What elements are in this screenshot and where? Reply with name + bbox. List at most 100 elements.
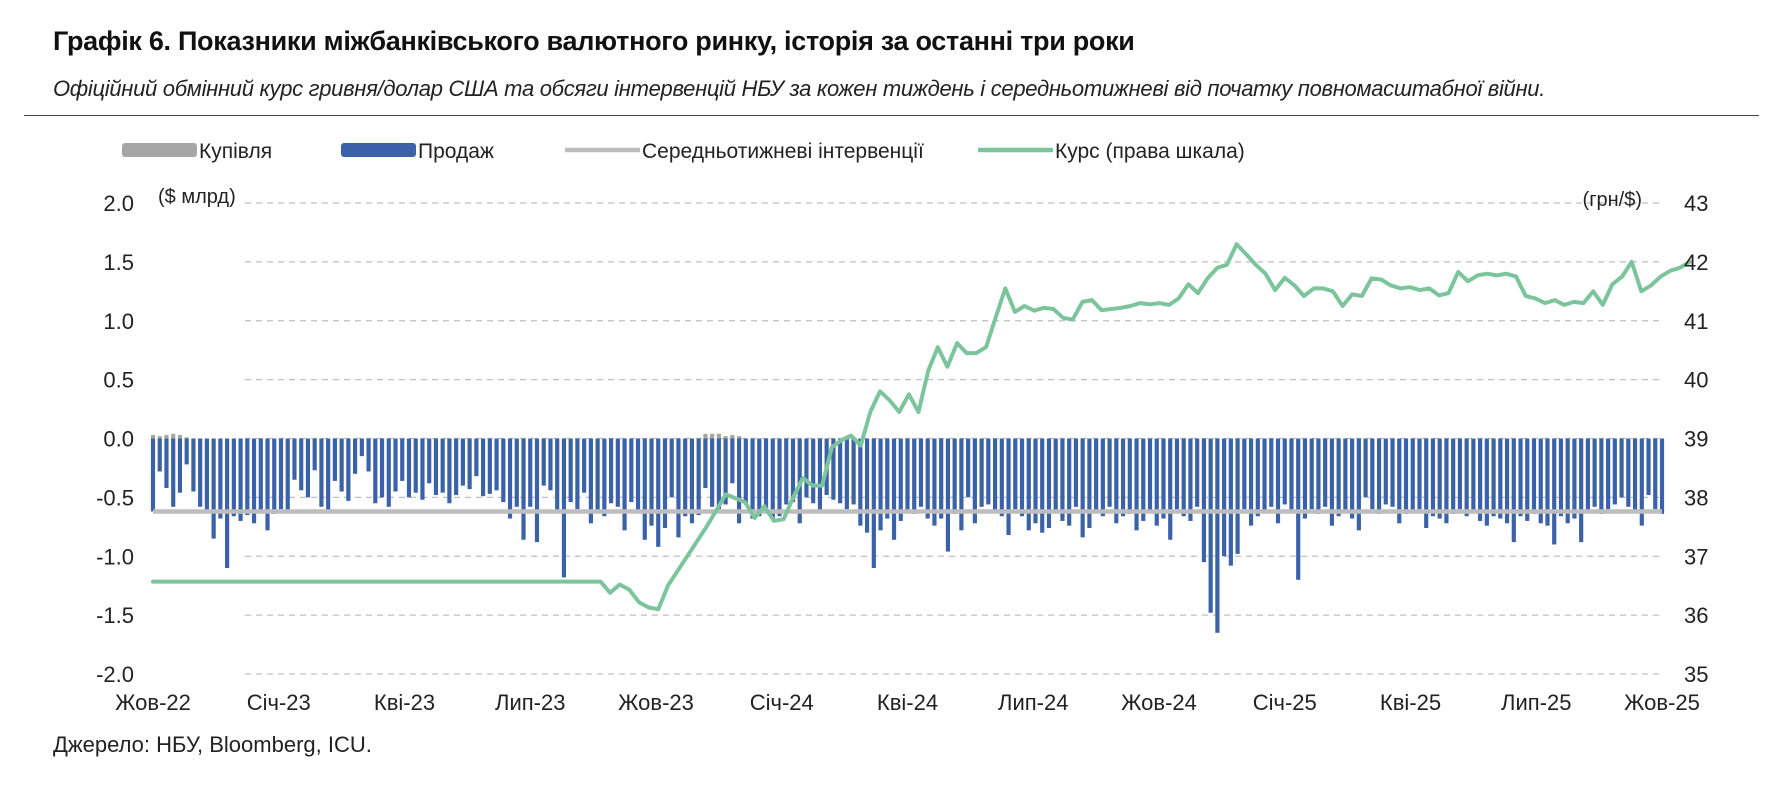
- y2-tick-label: 37: [1684, 544, 1708, 569]
- sell-bar: [649, 438, 654, 526]
- sell-bar: [1478, 438, 1483, 521]
- sell-bar: [231, 438, 236, 517]
- source-note: Джерело: НБУ, Bloomberg, ICU.: [53, 732, 372, 757]
- legend-buy-swatch: [122, 143, 197, 157]
- sell-bar: [548, 438, 553, 491]
- sell-bar: [656, 438, 661, 547]
- sell-bar: [177, 438, 183, 493]
- sell-bar: [1040, 438, 1045, 533]
- sell-bar: [588, 438, 593, 524]
- legend: Купівля Продаж Середньотижневі інтервенції…: [122, 140, 1245, 163]
- sell-bar: [514, 438, 519, 507]
- y2-tick-label: 41: [1684, 309, 1708, 334]
- sell-bar: [635, 438, 641, 512]
- sell-bar: [622, 438, 627, 531]
- sell-bar: [1269, 438, 1274, 507]
- sell-bar: [1592, 438, 1597, 507]
- x-tick-label: Жов-23: [618, 690, 694, 715]
- sell-bar: [1242, 438, 1247, 510]
- sell-bar: [427, 438, 432, 484]
- sell-bar: [891, 438, 897, 540]
- sell-bar: [420, 438, 425, 500]
- sell-bar: [582, 438, 587, 493]
- sell-bar: [602, 438, 607, 517]
- y-tick-label: -0.5: [96, 485, 134, 510]
- sell-bar: [757, 438, 762, 517]
- sell-bar: [225, 438, 230, 569]
- sell-bar: [1060, 438, 1065, 521]
- x-tick-label: Кві-25: [1380, 690, 1441, 715]
- sell-bar: [474, 438, 479, 477]
- sell-bar: [1417, 438, 1422, 510]
- sell-bar: [1134, 438, 1139, 531]
- sell-bar: [1141, 438, 1146, 521]
- legend-average-label: Середньотижневі інтервенції: [642, 140, 924, 163]
- sell-bar: [1161, 438, 1166, 519]
- sell-bar: [1639, 438, 1644, 526]
- sell-bar: [972, 438, 977, 524]
- sell-bar: [1525, 438, 1530, 521]
- sell-bar: [400, 438, 405, 481]
- sell-bar: [184, 438, 189, 465]
- sell-bar: [487, 438, 492, 494]
- y-tick-label: -1.0: [96, 544, 134, 569]
- sell-bar: [1451, 438, 1456, 514]
- sell-bar: [1013, 438, 1018, 510]
- y2-tick-label: 39: [1684, 427, 1708, 452]
- sell-bar: [1491, 438, 1496, 517]
- sell-bar: [386, 438, 391, 507]
- buy-bar: [164, 434, 169, 439]
- sell-bar: [1073, 438, 1079, 507]
- sell-bar: [1181, 438, 1186, 517]
- legend-rate-label: Курс (права шкала): [1055, 140, 1245, 163]
- sell-bar: [191, 438, 196, 492]
- sell-bar: [1147, 438, 1153, 512]
- sell-bar: [864, 438, 870, 533]
- sell-bar: [568, 438, 573, 503]
- series-lines: [151, 242, 1692, 612]
- sell-bar: [1222, 438, 1227, 557]
- y2-tick-label: 38: [1684, 485, 1708, 510]
- sell-bar: [211, 438, 216, 539]
- sell-bar: [1464, 438, 1469, 517]
- sell-bar: [1538, 438, 1543, 524]
- sell-bar: [1282, 438, 1287, 505]
- sell-bar: [1653, 438, 1658, 510]
- sell-bar: [1457, 438, 1462, 510]
- sell-bar: [1208, 438, 1213, 613]
- sell-bar: [305, 438, 311, 498]
- sell-bar: [662, 438, 668, 528]
- legend-sell-swatch: [341, 143, 416, 157]
- sell-bar: [1356, 438, 1361, 531]
- sell-bar: [251, 438, 257, 524]
- buy-bar: [710, 433, 715, 439]
- sell-bar: [986, 438, 991, 505]
- sell-bar: [1127, 438, 1132, 514]
- sell-bar: [1632, 438, 1638, 512]
- sell-bar: [534, 438, 540, 543]
- buy-bar: [723, 436, 728, 439]
- sell-bar: [1430, 438, 1436, 517]
- sell-bar: [1518, 438, 1523, 517]
- buy-bar: [171, 433, 176, 439]
- buy-bar: [736, 436, 742, 439]
- x-tick-label: Січ-25: [1253, 690, 1317, 715]
- sell-bar: [966, 438, 971, 498]
- sell-bar: [501, 438, 506, 503]
- x-tick-label: Кві-23: [374, 690, 435, 715]
- sell-bar: [878, 438, 883, 531]
- sell-bar: [1120, 438, 1126, 517]
- axis-labels: 2.0 1.5 1.0 0.5 0.0 -0.5 -1.0 -1.5 -2.0 43 42 41 40 3…: [96, 186, 1708, 715]
- sell-bar: [494, 438, 499, 491]
- sell-bar: [1626, 438, 1631, 507]
- sell-bar: [885, 438, 890, 519]
- sell-bar: [467, 438, 472, 490]
- sell-bar: [790, 438, 796, 503]
- y-tick-label: -1.5: [96, 603, 134, 628]
- sell-bar: [1296, 438, 1301, 580]
- sell-bar: [743, 438, 748, 504]
- x-tick-label: Січ-24: [750, 690, 814, 715]
- chart-canvas: 2.0 1.5 1.0 0.5 0.0 -0.5 -1.0 -1.5 -2.0 43 42 41 40 3…: [96, 140, 1708, 715]
- sell-bar: [1289, 438, 1294, 512]
- sell-bar: [730, 438, 735, 484]
